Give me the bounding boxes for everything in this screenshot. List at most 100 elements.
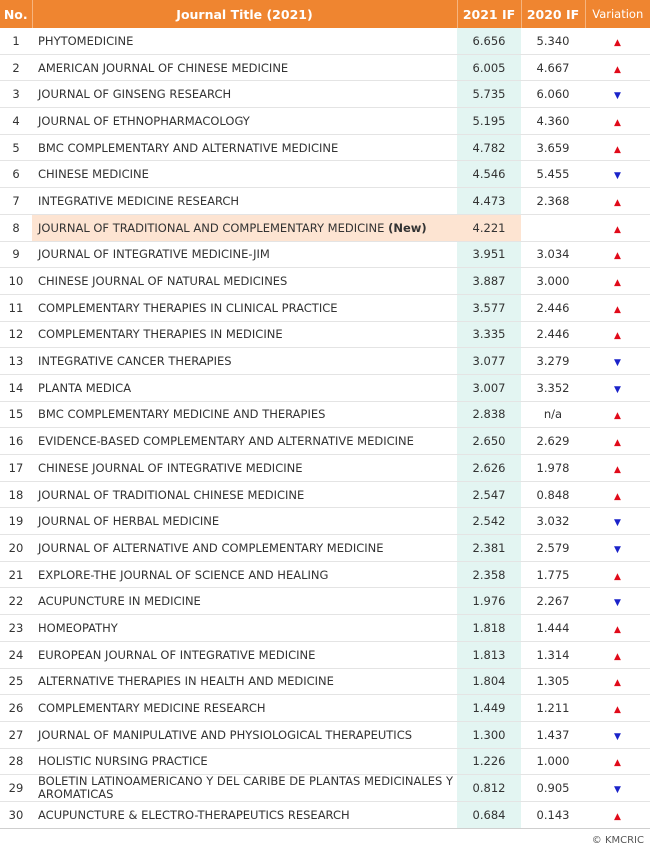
if-2021-value: 6.656 [457, 28, 521, 55]
if-2020-value: 3.000 [521, 267, 585, 295]
row-number: 17 [0, 454, 32, 482]
variation-cell: ▲ [585, 401, 650, 429]
new-badge: (New) [388, 220, 427, 235]
if-2021-value: 1.804 [457, 668, 521, 696]
journal-title: JOURNAL OF TRADITIONAL CHINESE MEDICINE [38, 487, 305, 502]
row-number: 11 [0, 294, 32, 322]
variation-cell: ▲ [585, 481, 650, 509]
if-2021-value: 2.542 [457, 507, 521, 536]
if-2020-value: 1.775 [521, 561, 585, 589]
if-2021-value: 3.335 [457, 321, 521, 349]
table-row: 21 EXPLORE-THE JOURNAL OF SCIENCE AND HEA… [0, 561, 650, 589]
row-number: 2 [0, 54, 32, 82]
triangle-down-icon: ▼ [614, 518, 621, 529]
journal-title-cell: JOURNAL OF GINSENG RESEARCH [32, 80, 457, 109]
row-number: 26 [0, 694, 32, 722]
journal-title: JOURNAL OF GINSENG RESEARCH [38, 87, 232, 102]
if-2021-value: 4.546 [457, 160, 521, 189]
variation-cell: ▼ [585, 160, 650, 189]
triangle-up-icon: ▲ [614, 64, 621, 75]
journal-title: JOURNAL OF INTEGRATIVE MEDICINE-JIM [38, 247, 270, 262]
triangle-down-icon: ▼ [614, 785, 621, 796]
journal-title-cell: CHINESE MEDICINE [32, 160, 457, 189]
variation-cell: ▲ [585, 294, 650, 322]
table-row: 25 ALTERNATIVE THERAPIES IN HEALTH AND ME… [0, 668, 650, 696]
variation-cell: ▲ [585, 187, 650, 215]
if-2020-value: 3.032 [521, 507, 585, 536]
journal-title: BMC COMPLEMENTARY MEDICINE AND THERAPIES [38, 407, 326, 422]
journal-title: PHYTOMEDICINE [38, 33, 134, 48]
if-2021-value: 2.381 [457, 534, 521, 562]
if-2021-value: 2.547 [457, 481, 521, 509]
variation-cell: ▼ [585, 347, 650, 375]
table-row: 23 HOMEOPATHY 1.818 1.444 ▲ [0, 614, 650, 642]
table-row: 6 CHINESE MEDICINE 4.546 5.455 ▼ [0, 160, 650, 189]
row-number: 14 [0, 374, 32, 402]
journal-title: CHINESE JOURNAL OF INTEGRATIVE MEDICINE [38, 460, 303, 475]
journal-title: INTEGRATIVE CANCER THERAPIES [38, 354, 232, 369]
journal-title-cell: ACUPUNCTURE IN MEDICINE [32, 587, 457, 616]
table-row: 13 INTEGRATIVE CANCER THERAPIES 3.077 3.279… [0, 347, 650, 375]
table-row: 19 JOURNAL OF HERBAL MEDICINE 2.542 3.032 ▼ [0, 507, 650, 536]
table-row: 7 INTEGRATIVE MEDICINE RESEARCH 4.473 2.368… [0, 187, 650, 215]
journal-title-cell: JOURNAL OF ETHNOPHARMACOLOGY [32, 107, 457, 135]
triangle-up-icon: ▲ [614, 197, 621, 208]
if-2020-value: 0.848 [521, 481, 585, 509]
if-2021-value: 1.449 [457, 694, 521, 722]
if-2020-value: 5.340 [521, 28, 585, 55]
journal-title: ACUPUNCTURE IN MEDICINE [38, 594, 201, 609]
row-number: 16 [0, 427, 32, 455]
triangle-up-icon: ▲ [614, 117, 621, 128]
journal-title-cell: PLANTA MEDICA [32, 374, 457, 402]
triangle-up-icon: ▲ [614, 491, 621, 502]
row-number: 13 [0, 347, 32, 375]
triangle-up-icon: ▲ [614, 411, 621, 422]
journal-title-cell: BMC COMPLEMENTARY MEDICINE AND THERAPIES [32, 401, 457, 429]
journal-title: JOURNAL OF MANIPULATIVE AND PHYSIOLOGICA… [38, 727, 413, 742]
table-row: 16 EVIDENCE-BASED COMPLEMENTARY AND ALTER… [0, 427, 650, 455]
journal-title-cell: INTEGRATIVE CANCER THERAPIES [32, 347, 457, 375]
journal-title: JOURNAL OF ETHNOPHARMACOLOGY [38, 113, 250, 128]
if-2020-value: 2.446 [521, 294, 585, 322]
row-number: 28 [0, 748, 32, 776]
journal-title-cell: JOURNAL OF INTEGRATIVE MEDICINE-JIM [32, 241, 457, 269]
journal-title-cell: JOURNAL OF TRADITIONAL AND COMPLEMENTARY… [32, 214, 457, 242]
row-number: 9 [0, 241, 32, 269]
row-number: 30 [0, 801, 32, 829]
journal-title: BMC COMPLEMENTARY AND ALTERNATIVE MEDICI… [38, 140, 339, 155]
row-number: 6 [0, 160, 32, 189]
triangle-up-icon: ▲ [614, 331, 621, 342]
journal-title-cell: ACUPUNCTURE & ELECTRO-THERAPEUTICS RESEA… [32, 801, 457, 829]
if-2021-value: 1.818 [457, 614, 521, 642]
if-2021-value: 2.358 [457, 561, 521, 589]
variation-cell: ▲ [585, 107, 650, 135]
triangle-up-icon: ▲ [614, 571, 621, 582]
table-row: 8 JOURNAL OF TRADITIONAL AND COMPLEMENTAR… [0, 214, 650, 242]
journal-title-cell: CHINESE JOURNAL OF NATURAL MEDICINES [32, 267, 457, 295]
if-2021-value: 3.007 [457, 374, 521, 402]
row-number: 29 [0, 774, 32, 803]
table-row: 10 CHINESE JOURNAL OF NATURAL MEDICINES 3.… [0, 267, 650, 295]
table-row: 24 EUROPEAN JOURNAL OF INTEGRATIVE MEDICI… [0, 641, 650, 669]
if-2020-value [521, 214, 585, 242]
if-2021-value: 0.684 [457, 801, 521, 829]
if-2020-value: 3.279 [521, 347, 585, 375]
table-row: 29 BOLETIN LATINOAMERICANO Y DEL CARIBE D… [0, 774, 650, 803]
if-2020-value: 0.905 [521, 774, 585, 803]
row-number: 5 [0, 134, 32, 162]
variation-cell: ▲ [585, 267, 650, 295]
table-row: 17 CHINESE JOURNAL OF INTEGRATIVE MEDICIN… [0, 454, 650, 482]
if-2021-value: 2.626 [457, 454, 521, 482]
variation-cell: ▲ [585, 561, 650, 589]
if-2021-value: 2.650 [457, 427, 521, 455]
journal-title-cell: EXPLORE-THE JOURNAL OF SCIENCE AND HEALI… [32, 561, 457, 589]
variation-cell: ▲ [585, 801, 650, 829]
if-2020-value: 1.444 [521, 614, 585, 642]
triangle-up-icon: ▲ [614, 438, 621, 449]
table-row: 14 PLANTA MEDICA 3.007 3.352 ▼ [0, 374, 650, 402]
triangle-up-icon: ▲ [614, 251, 621, 262]
row-number: 3 [0, 80, 32, 109]
variation-cell: ▲ [585, 427, 650, 455]
triangle-down-icon: ▼ [614, 171, 621, 182]
journal-title-cell: HOMEOPATHY [32, 614, 457, 642]
